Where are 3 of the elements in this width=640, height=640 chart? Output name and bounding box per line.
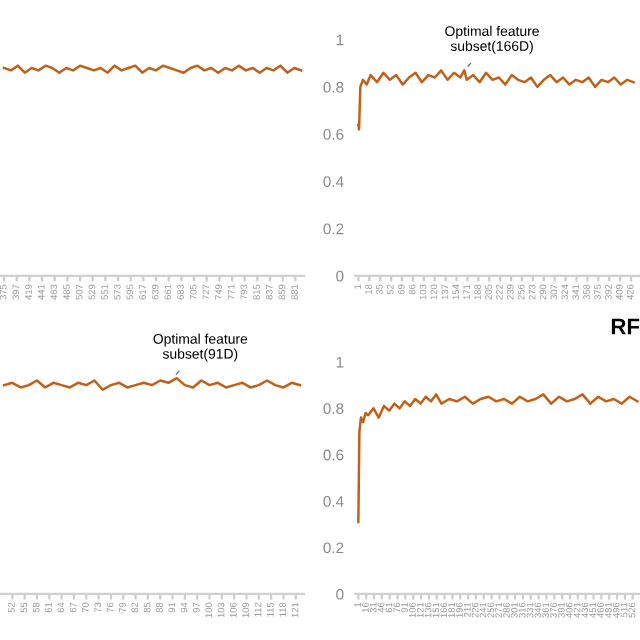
line-series — [357, 393, 639, 524]
chart-title: RF — [611, 318, 640, 335]
line-series — [357, 69, 635, 131]
